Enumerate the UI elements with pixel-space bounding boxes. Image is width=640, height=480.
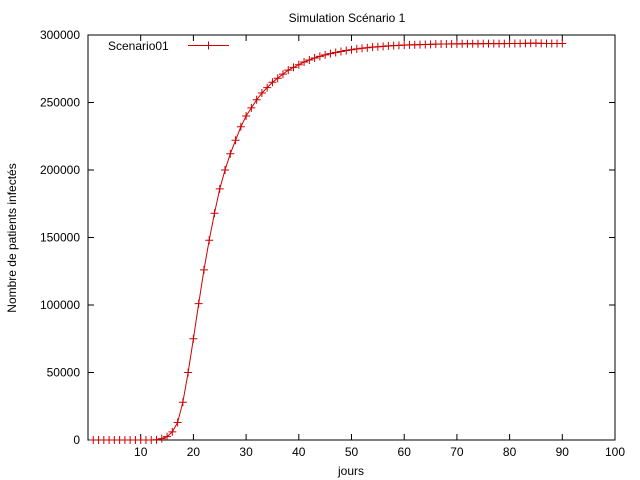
data-point (157, 434, 166, 443)
data-point (236, 122, 245, 131)
data-point (215, 184, 224, 193)
data-point (152, 435, 161, 444)
data-point (194, 299, 203, 308)
x-tick-label: 30 (239, 445, 253, 459)
x-tick-label: 60 (398, 445, 412, 459)
data-point (252, 95, 261, 104)
y-tick-label: 200000 (40, 163, 80, 177)
data-point (178, 398, 187, 407)
x-tick-label: 40 (292, 445, 306, 459)
data-point (205, 236, 214, 245)
data-point (257, 89, 266, 98)
data-point (278, 70, 287, 79)
series-line (93, 42, 563, 441)
data-point (247, 103, 256, 112)
data-point (347, 45, 356, 54)
data-point (168, 427, 177, 436)
data-point (226, 149, 235, 158)
data-point (358, 44, 367, 53)
data-point (173, 418, 182, 427)
series-group (89, 39, 567, 444)
data-point (363, 43, 372, 52)
data-point (300, 58, 309, 66)
data-point (242, 112, 251, 120)
legend: Scenario01 (108, 39, 229, 53)
data-point (210, 209, 219, 218)
x-tick-label: 70 (450, 445, 464, 459)
data-point (263, 83, 272, 92)
data-point (231, 136, 240, 145)
data-point (336, 47, 345, 56)
y-tick-label: 50000 (47, 366, 81, 380)
x-tick-label: 100 (605, 445, 625, 459)
data-point (310, 53, 319, 62)
y-tick-label: 150000 (40, 231, 80, 245)
data-point (221, 166, 230, 174)
x-tick-label: 90 (556, 445, 570, 459)
y-tick-label: 100000 (40, 298, 80, 312)
x-axis-label: jours (337, 464, 364, 478)
data-point (199, 265, 208, 274)
data-point (273, 74, 282, 83)
data-point (321, 50, 330, 59)
data-point (184, 368, 193, 377)
data-point (289, 63, 298, 72)
y-axis-label: Nombre de patients infectés (5, 163, 19, 312)
data-point (331, 48, 340, 57)
legend-label-scenario01: Scenario01 (108, 39, 169, 53)
chart-title: Simulation Scénario 1 (289, 11, 406, 25)
legend-marker (204, 41, 213, 50)
data-point (268, 78, 277, 87)
y-tick-label: 0 (73, 433, 80, 447)
data-point (326, 49, 335, 58)
data-point (284, 66, 293, 75)
axes: 10 20 30 40 50 60 70 80 90 100 0 50000 100000 150000 2… (40, 28, 625, 459)
data-point (305, 55, 314, 64)
data-point (189, 334, 198, 343)
data-point (352, 44, 361, 53)
data-point (294, 60, 303, 69)
x-tick-label: 50 (345, 445, 359, 459)
x-tick-label: 10 (134, 445, 148, 459)
data-point (558, 39, 567, 48)
y-tick-label: 300000 (40, 28, 80, 42)
x-tick-label: 20 (187, 445, 201, 459)
data-point (342, 46, 351, 55)
data-point (315, 52, 324, 61)
x-tick-label: 80 (503, 445, 517, 459)
y-tick-label: 250000 (40, 96, 80, 110)
data-point (163, 432, 172, 441)
plot-frame (87, 34, 616, 441)
